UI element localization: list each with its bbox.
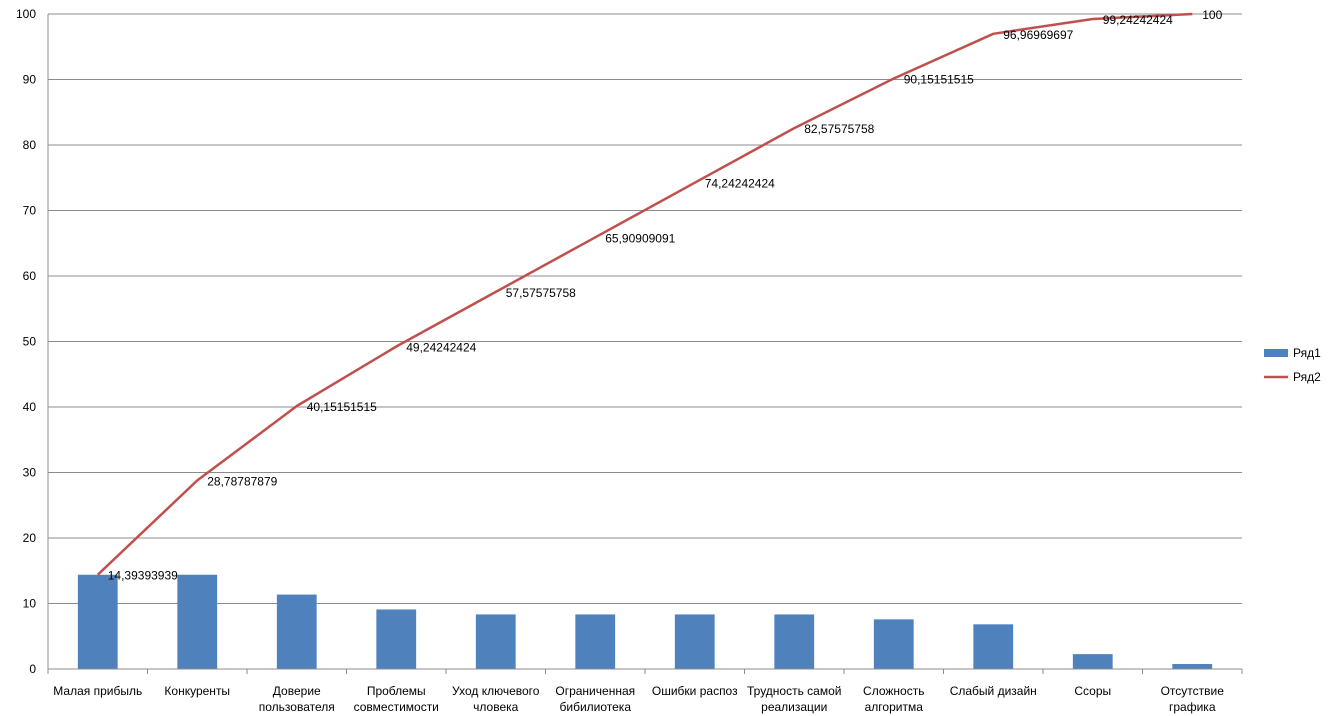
data-label: 49,24242424 [406, 340, 476, 354]
bar [973, 624, 1014, 669]
legend-label-series-1: Ряд1 [1293, 346, 1321, 360]
bar [276, 594, 317, 669]
y-tick-label: 50 [23, 335, 37, 349]
data-label: 28,78787879 [207, 474, 277, 488]
y-tick-label: 100 [16, 7, 36, 21]
bar [575, 614, 616, 669]
x-category-label: Отсутствие графика [1161, 684, 1225, 714]
x-category-label: Трудность самой реализации [747, 684, 841, 714]
data-label: 99,24242424 [1103, 13, 1173, 27]
data-label: 100 [1202, 8, 1222, 22]
data-label: 57,57575758 [506, 286, 576, 300]
data-label: 74,24242424 [705, 177, 775, 191]
x-category-label: Ограниченная бибилиотека [555, 684, 635, 714]
x-category-label: Малая прибыль [53, 684, 142, 698]
data-label: 96,96969697 [1003, 28, 1073, 42]
bar [177, 574, 218, 669]
y-tick-label: 60 [23, 269, 37, 283]
cumulative-line [96, 12, 1193, 576]
y-tick-label: 0 [29, 662, 36, 676]
axis-layer: 0 10 20 30 40 50 60 70 80 90 100 Малая прибыль Конку… [16, 7, 1243, 714]
data-label: 65,90909091 [605, 231, 675, 245]
y-tick-label: 70 [23, 204, 37, 218]
data-label: 40,15151515 [307, 400, 377, 414]
bar [77, 574, 118, 669]
bar [1072, 654, 1113, 669]
data-label: 82,57575758 [804, 122, 874, 136]
grid-layer [48, 13, 1242, 604]
bar [674, 614, 715, 669]
bar [1172, 664, 1213, 669]
label-layer: 14,39393939 28,78787879 40,15151515 49,2424… [108, 8, 1223, 583]
legend: Ряд1 Ряд2 [1264, 346, 1321, 384]
x-category-label: Конкуренты [164, 684, 230, 698]
y-tick-label: 90 [23, 73, 37, 87]
x-category-label: Ошибки распоз [652, 684, 738, 698]
x-category-label: Слабый дизайн [950, 684, 1037, 698]
bar-layer [77, 574, 1213, 669]
y-tick-label: 40 [23, 400, 37, 414]
legend-label-series-2: Ряд2 [1293, 370, 1321, 384]
bar [475, 614, 516, 669]
y-tick-label: 30 [23, 466, 37, 480]
y-tick-label: 20 [23, 531, 37, 545]
bar [376, 609, 417, 669]
y-tick-label: 80 [23, 138, 37, 152]
bar [873, 619, 914, 669]
legend-swatch-series-1 [1264, 349, 1288, 357]
x-category-label: Ссоры [1074, 684, 1111, 698]
line-layer [96, 12, 1193, 576]
x-category-label: Проблемы совместимости [354, 684, 439, 714]
data-label: 90,15151515 [904, 73, 974, 87]
x-category-label: Доверие пользователя [259, 684, 335, 714]
data-label: 14,39393939 [108, 569, 178, 583]
x-category-label: Сложность алгоритма [863, 684, 924, 714]
bar [774, 614, 815, 669]
y-tick-label: 10 [23, 597, 37, 611]
x-category-label: Уход ключевого чловека [452, 684, 540, 714]
